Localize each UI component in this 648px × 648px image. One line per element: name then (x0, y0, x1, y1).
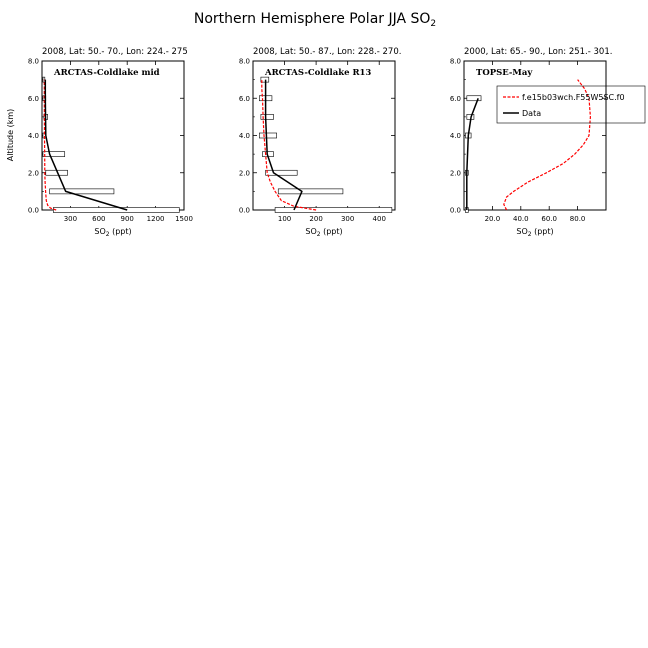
range-box (49, 188, 115, 195)
x-axis-label: SO2 (ppt) (94, 227, 131, 238)
x-axis-label-so: SO (305, 227, 316, 236)
range-box (277, 188, 344, 195)
x-axis-label-unit: (ppt) (321, 227, 343, 236)
data-profile-line (264, 79, 303, 211)
panel-annotation: ARCTAS-Coldlake R13 (264, 68, 371, 78)
legend-data-label: Data (522, 109, 541, 118)
range-box (466, 95, 482, 102)
x-axis-label-unit: (ppt) (110, 227, 132, 236)
x-tick-label: 20.0 (485, 215, 501, 223)
chart-panel-3: 2000, Lat: 65.- 90., Lon: 251.- 301. 0.0 2… (450, 47, 646, 238)
y-tick-label: 8.0 (239, 58, 250, 66)
y-tick-label: 0.0 (28, 207, 39, 215)
x-tick-label: 80.0 (570, 215, 586, 223)
y-tick-label: 2.0 (239, 169, 250, 177)
data-profile-line (44, 79, 128, 211)
y-tick-label: 4.0 (239, 132, 250, 140)
figure-title-subscript: 2 (430, 19, 436, 29)
y-tick-label: 6.0 (28, 95, 39, 103)
panel-annotation: TOPSE-May (476, 68, 533, 78)
x-tick-label: 60.0 (541, 215, 557, 223)
y-tick-label: 4.0 (28, 132, 39, 140)
x-axis-label-unit: (ppt) (532, 227, 554, 236)
x-tick-label: 40.0 (513, 215, 529, 223)
x-axis-label-subscript: 2 (106, 231, 110, 238)
x-tick-label: 300 (64, 215, 77, 223)
data-profile-line (466, 98, 479, 210)
x-axis-label: SO2 (ppt) (305, 227, 342, 238)
legend-box (496, 85, 646, 124)
x-tick-label: 1500 (175, 215, 193, 223)
figure-title: Northern Hemisphere Polar JJA SO2 (194, 11, 436, 29)
legend-model-label: f.e15b03wch.F55W5SC.f0 (522, 93, 625, 102)
y-tick-label: 6.0 (239, 95, 250, 103)
range-box (274, 207, 393, 213)
panel-subtitle: 2008, Lat: 50.- 87., Lon: 228.- 270. (253, 47, 401, 57)
panels: 2008, Lat: 50.- 70., Lon: 224.- 275 0.0 2.… (28, 47, 646, 238)
y-axis-label: Altitude (km) (6, 109, 15, 161)
x-tick-label: 400 (373, 215, 386, 223)
x-tick-label: 600 (92, 215, 105, 223)
range-box (260, 76, 270, 83)
model-profile-line (503, 79, 592, 211)
range-box (42, 151, 66, 157)
chart-panel-2: 2008, Lat: 50.- 87., Lon: 228.- 270. 0.0 2… (239, 47, 402, 238)
x-tick-label: 200 (309, 215, 322, 223)
y-tick-label: 6.0 (450, 95, 461, 103)
model-profile-line (43, 79, 57, 211)
panel-annotation: ARCTAS-Coldlake mid (53, 68, 160, 78)
x-axis-label-so: SO (516, 227, 527, 236)
x-tick-label: 900 (121, 215, 134, 223)
range-box (53, 207, 180, 213)
range-box (265, 169, 298, 176)
x-axis-label: SO2 (ppt) (516, 227, 553, 238)
legend: f.e15b03wch.F55W5SC.f0 Data (496, 85, 646, 124)
panel-subtitle: 2008, Lat: 50.- 70., Lon: 224.- 275 (42, 47, 188, 57)
x-axis-label-subscript: 2 (528, 231, 532, 238)
y-tick-label: 4.0 (450, 132, 461, 140)
y-tick-label: 2.0 (28, 169, 39, 177)
range-box (260, 114, 274, 120)
y-tick-label: 0.0 (239, 207, 250, 215)
x-tick-label: 100 (278, 215, 291, 223)
x-tick-label: 1200 (147, 215, 165, 223)
x-axis-label-subscript: 2 (317, 231, 321, 238)
y-tick-label: 8.0 (450, 58, 461, 66)
chart-panel-1: 2008, Lat: 50.- 70., Lon: 224.- 275 0.0 2.… (28, 47, 193, 238)
x-axis-label-so: SO (94, 227, 105, 236)
figure-title-main: Northern Hemisphere Polar JJA SO (194, 11, 431, 27)
y-tick-label: 2.0 (450, 169, 461, 177)
panel-subtitle: 2000, Lat: 65.- 90., Lon: 251.- 301. (464, 47, 612, 57)
y-tick-label: 8.0 (28, 58, 39, 66)
y-tick-label: 0.0 (450, 207, 461, 215)
range-box (259, 132, 277, 139)
model-profile-line (261, 79, 317, 211)
x-tick-label: 300 (341, 215, 354, 223)
